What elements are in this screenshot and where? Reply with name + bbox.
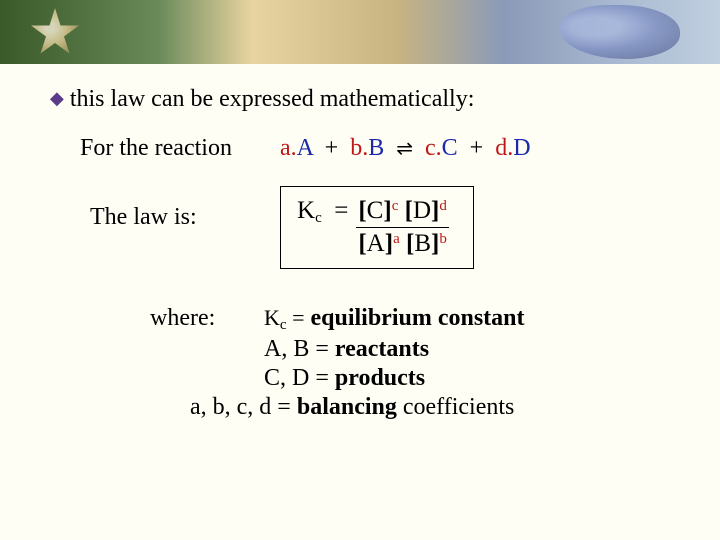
exp-d: d [439,198,447,214]
def-abcd: a, b, c, d = balancing coefficients [190,394,525,421]
def-abcd-plain: coefficients [397,394,515,420]
law-row: The law is: Kc = [C]c [D]d [A]a [B]b [50,186,670,269]
def-ab: A, B = reactants [264,336,525,363]
def-cd-left: C, D = [264,365,329,391]
def-ab-left: A, B = [264,336,329,362]
where-label: where: [150,305,260,332]
bullet-heading: ◆ this law can be expressed mathematicall… [50,86,670,113]
where-block: where: Kc = equilibrium constant A, B = … [50,305,670,423]
def-cd: C, D = products [264,365,525,392]
fraction: [C]c [D]d [A]a [B]b [356,197,448,258]
definitions: Kc = equilibrium constant A, B = reactan… [264,305,525,423]
exp-c: c [392,198,399,214]
law-label: The law is: [50,186,280,231]
species-a: A [297,135,313,161]
species-c: C [442,135,458,161]
denominator: [A]a [B]b [356,228,448,258]
bullet-text: this law can be expressed mathematically… [70,86,475,112]
coef-a: a. [280,135,297,161]
def-kc-left: Kc = [264,305,304,330]
reaction-label: For the reaction [50,135,280,162]
den-a: A [367,230,385,257]
num-c: C [367,197,384,224]
reaction-row: For the reaction a.A + b.B ⇌ c.C + d.D [50,135,670,162]
plus-1: + [325,135,339,161]
species-b: B [368,135,384,161]
kc-symbol: Kc = [297,197,348,227]
den-b: B [414,230,431,257]
exp-a: a [393,231,400,247]
species-d: D [513,135,530,161]
formula-box: Kc = [C]c [D]d [A]a [B]b [280,186,474,269]
def-cd-right: products [335,365,425,391]
coef-c: c. [425,135,442,161]
def-abcd-left: a, b, c, d = [190,394,291,420]
reaction-equation: a.A + b.B ⇌ c.C + d.D [280,135,531,162]
c-subscript: c [315,210,322,226]
coef-d: d. [495,135,513,161]
decorative-banner [0,0,720,64]
def-kc-right: equilibrium constant [310,305,524,331]
k-letter: K [297,197,315,224]
def-kc: Kc = equilibrium constant [264,305,525,334]
def-ab-right: reactants [335,336,429,362]
num-d: D [413,197,431,224]
equilibrium-arrow: ⇌ [396,138,413,160]
slide-content: ◆ this law can be expressed mathematicall… [0,64,720,423]
diamond-icon: ◆ [50,88,64,108]
coef-b: b. [350,135,368,161]
def-abcd-bold: balancing [297,394,397,420]
plus-2: + [470,135,484,161]
numerator: [C]c [D]d [356,197,448,228]
kc-formula: Kc = [C]c [D]d [A]a [B]b [297,197,449,258]
exp-b: b [439,231,447,247]
equals-sign: = [334,197,348,224]
